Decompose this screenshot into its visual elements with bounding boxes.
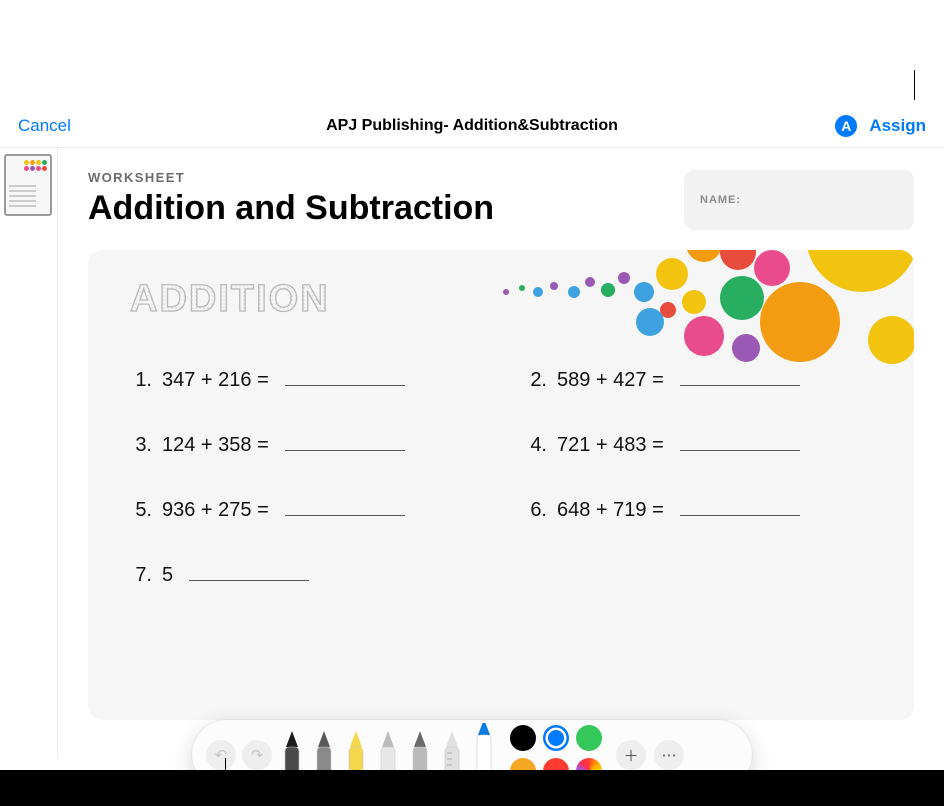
markup-badge-icon[interactable]: A [835,115,857,137]
problem-expression: 936 + 275 = [162,499,269,522]
name-field-box: NAME: [684,170,914,230]
name-label: NAME: [700,194,741,206]
answer-blank[interactable] [680,450,800,451]
more-button[interactable]: ⋯ [654,740,684,770]
color-swatch[interactable] [576,725,602,751]
problem-row: 7.5 [130,564,485,587]
problems-grid: 1.347 + 216 =2.589 + 427 =3.124 + 358 =4… [130,369,880,587]
problem-number: 3. [130,434,152,457]
answer-blank[interactable] [285,385,405,386]
answer-blank[interactable] [285,515,405,516]
cancel-button[interactable]: Cancel [18,116,71,136]
undo-button[interactable]: ↶ [206,740,236,770]
problem-number: 1. [130,369,152,392]
problem-expression: 347 + 216 = [162,369,269,392]
problem-row [525,564,880,587]
main-content-row: WORKSHEET Addition and Subtraction NAME:… [0,148,944,758]
problem-expression: 721 + 483 = [557,434,664,457]
thumbnail-sidebar [0,148,58,758]
top-toolbar: Cancel APJ Publishing- Addition&Subtract… [0,104,944,148]
problem-expression: 5 [162,564,173,587]
problem-expression: 648 + 719 = [557,499,664,522]
problems-panel: ADDITION 1.347 + 216 =2.589 + 427 =3.124… [88,250,914,720]
problem-expression: 124 + 358 = [162,434,269,457]
color-swatch[interactable] [543,725,569,751]
problem-number: 5. [130,499,152,522]
document-canvas: WORKSHEET Addition and Subtraction NAME:… [58,148,944,758]
blank-region-top [0,0,944,104]
page-thumbnail[interactable] [4,154,52,216]
problem-row: 4. 721 + 483 = [525,434,880,457]
assign-button[interactable]: Assign [869,116,926,136]
answer-blank[interactable] [189,580,309,581]
callout-line-dock [225,758,226,794]
bottom-black-bar [0,770,944,806]
document-title: APJ Publishing- Addition&Subtraction [326,117,618,135]
problem-number: 7. [130,564,152,587]
problem-row: 5. 936 + 275 = [130,499,485,522]
problem-number: 6. [525,499,547,522]
answer-blank[interactable] [680,515,800,516]
answer-blank[interactable] [285,450,405,451]
problem-number: 4. [525,434,547,457]
redo-button[interactable]: ↷ [242,740,272,770]
decorative-bubbles [494,250,914,400]
color-swatch[interactable] [510,725,536,751]
callout-line-assign [914,70,915,100]
add-button[interactable]: ＋ [616,740,646,770]
problem-row: 3. 124 + 358 = [130,434,485,457]
problem-row: 1. 347 + 216 = [130,369,485,392]
problem-row: 6. 648 + 719 = [525,499,880,522]
